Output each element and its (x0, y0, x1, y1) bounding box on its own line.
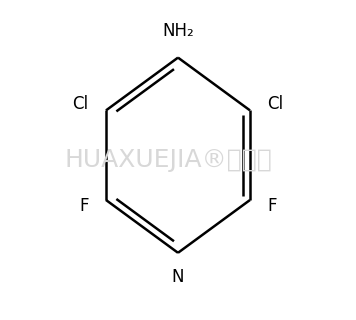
Text: Cl: Cl (72, 95, 88, 113)
Text: F: F (268, 197, 277, 215)
Text: F: F (79, 197, 88, 215)
Text: Cl: Cl (268, 95, 284, 113)
Text: N: N (172, 268, 184, 286)
Text: HUAXUEJIA®化学加: HUAXUEJIA®化学加 (64, 148, 272, 172)
Text: NH₂: NH₂ (162, 22, 194, 40)
